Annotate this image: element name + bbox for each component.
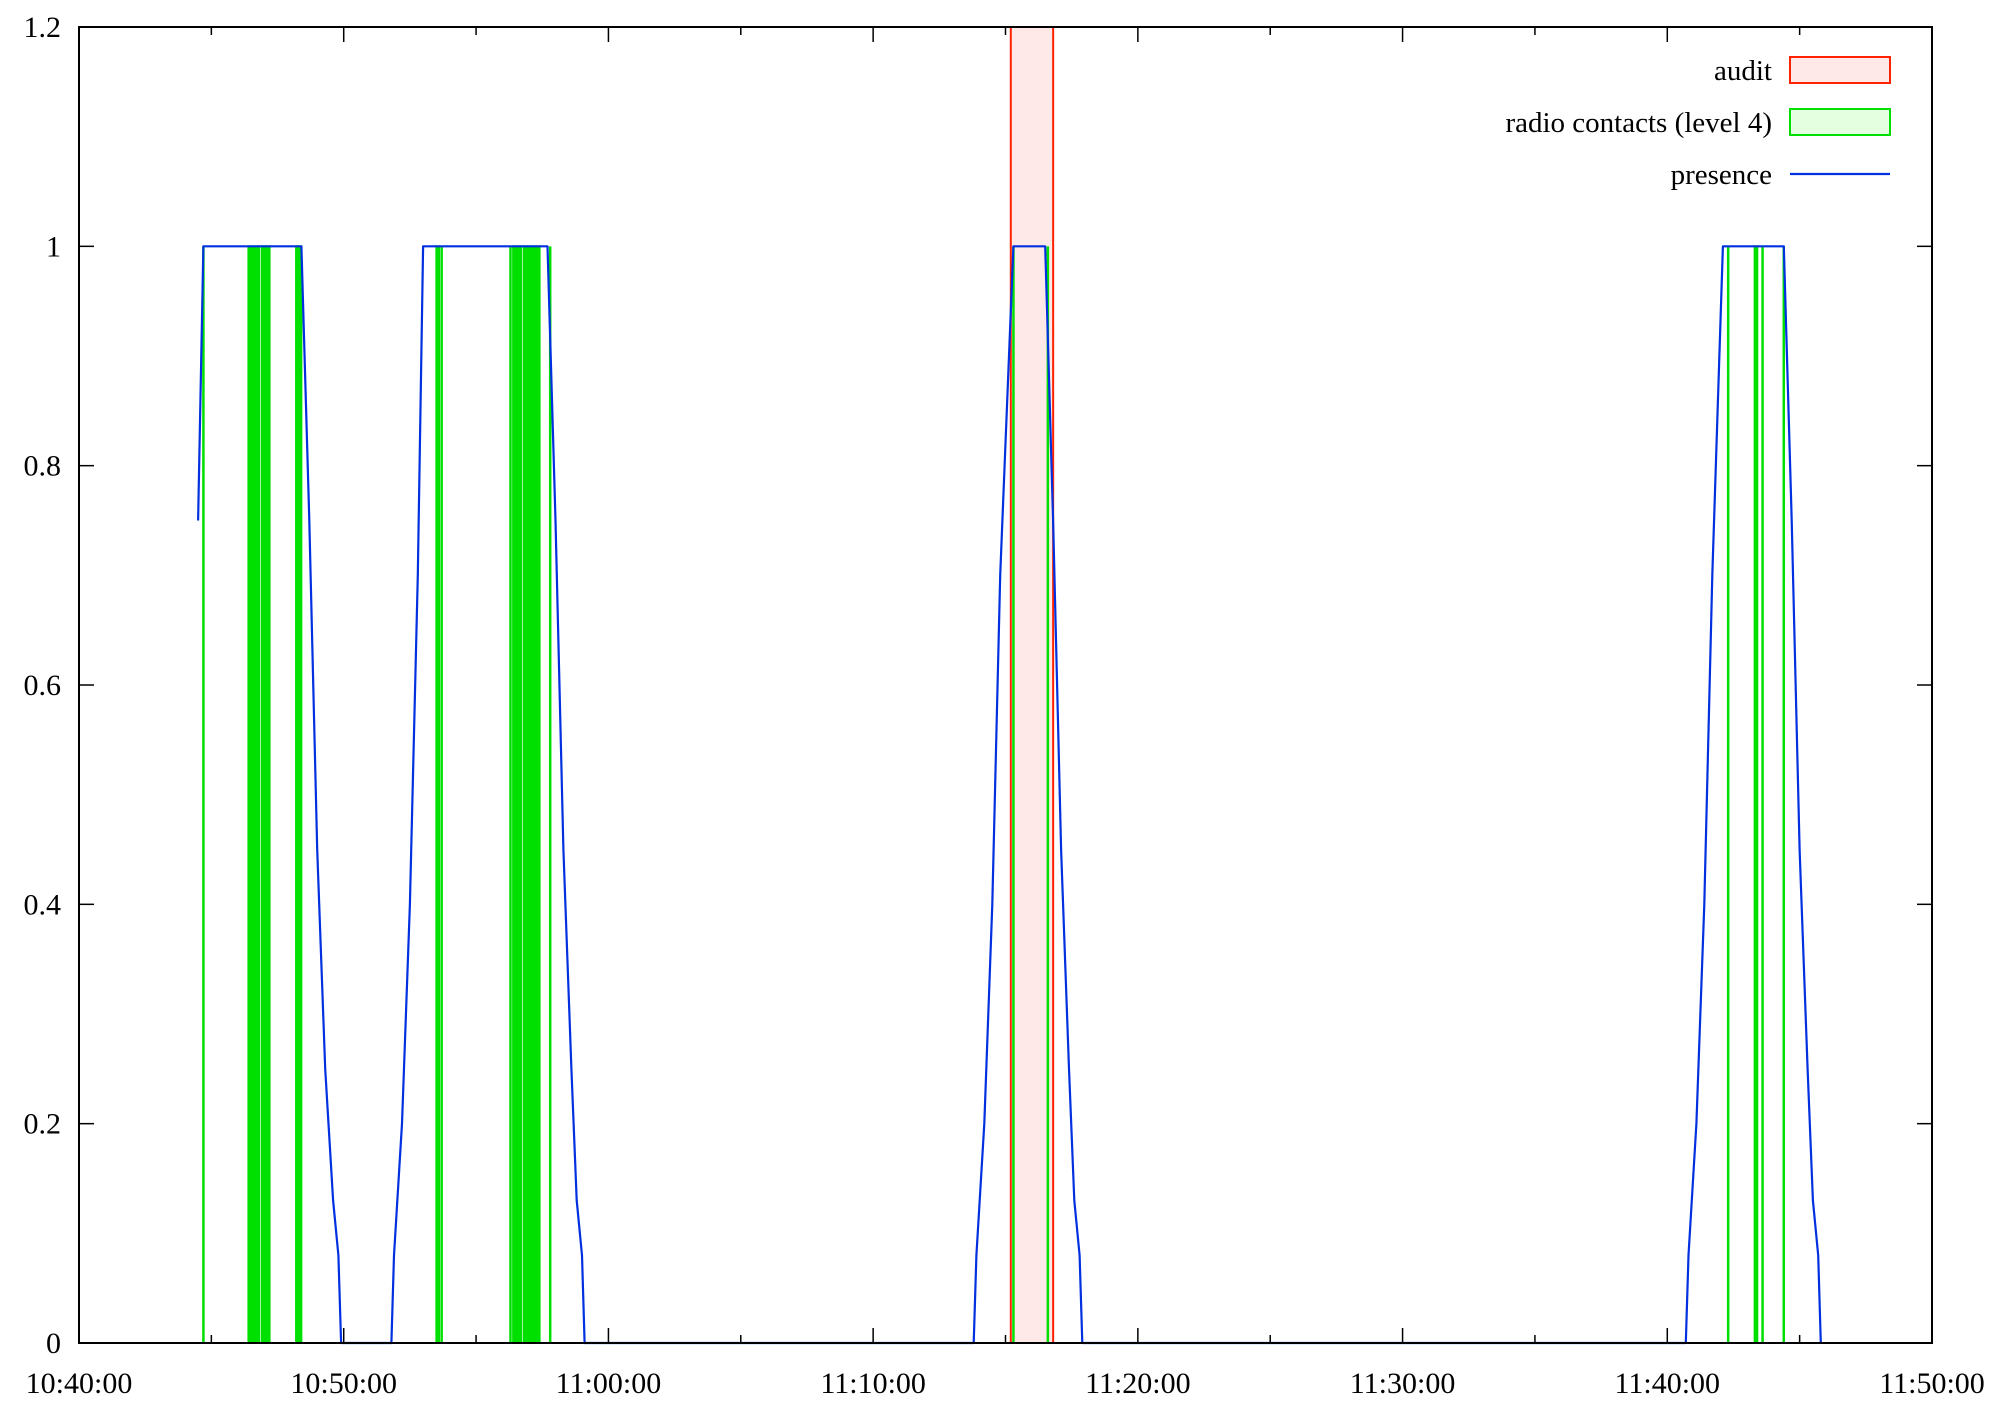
radio-contact-bar (512, 245, 523, 1344)
x-tick-label: 11:00:00 (556, 1367, 662, 1400)
legend-swatch (1789, 56, 1891, 84)
legend-label: radio contacts (level 4) (1505, 107, 1772, 139)
legend-item: audit (1714, 55, 1891, 87)
radio-contact-bar (1753, 245, 1759, 1344)
y-tick-label: 0.2 (24, 1108, 62, 1141)
legend-label: presence (1671, 159, 1772, 191)
axes: 10:40:00 10:50:00 11:00:00 11:10:00 11:20:00… (24, 11, 1985, 1400)
presence-line (197, 245, 1822, 1345)
legend-item: radio contacts (level 4) (1505, 107, 1891, 139)
radio-contact-bar (260, 245, 271, 1344)
radio-contacts-layer (202, 245, 1786, 1344)
plot-frame (78, 26, 1933, 1344)
y-tick-label: 0.4 (24, 888, 62, 921)
y-tick-label: 1.2 (24, 11, 62, 44)
x-tick-label: 10:40:00 (26, 1367, 133, 1400)
radio-contact-bar (522, 245, 541, 1344)
x-tick-label: 11:30:00 (1350, 1367, 1456, 1400)
x-tick-label: 11:10:00 (820, 1367, 926, 1400)
x-tick-label: 11:50:00 (1879, 1367, 1985, 1400)
y-tick-label: 0.8 (24, 450, 62, 483)
y-tick-label: 0.6 (24, 669, 62, 702)
legend-label: audit (1714, 55, 1772, 87)
radio-contact-bar (247, 245, 261, 1344)
radio-contact-bar (295, 245, 303, 1344)
x-tick-label: 11:40:00 (1615, 1367, 1721, 1400)
legend-swatch (1789, 108, 1891, 136)
y-tick-label: 1 (46, 230, 61, 263)
x-tick-label: 11:20:00 (1085, 1367, 1191, 1400)
radio-contact-bar (435, 245, 441, 1344)
presence-layer (197, 245, 1822, 1345)
legend: audit radio contacts (level 4) presence (1505, 55, 1891, 191)
y-tick-label: 0 (46, 1327, 61, 1360)
x-tick-label: 10:50:00 (290, 1367, 397, 1400)
legend-item: presence (1671, 159, 1890, 191)
